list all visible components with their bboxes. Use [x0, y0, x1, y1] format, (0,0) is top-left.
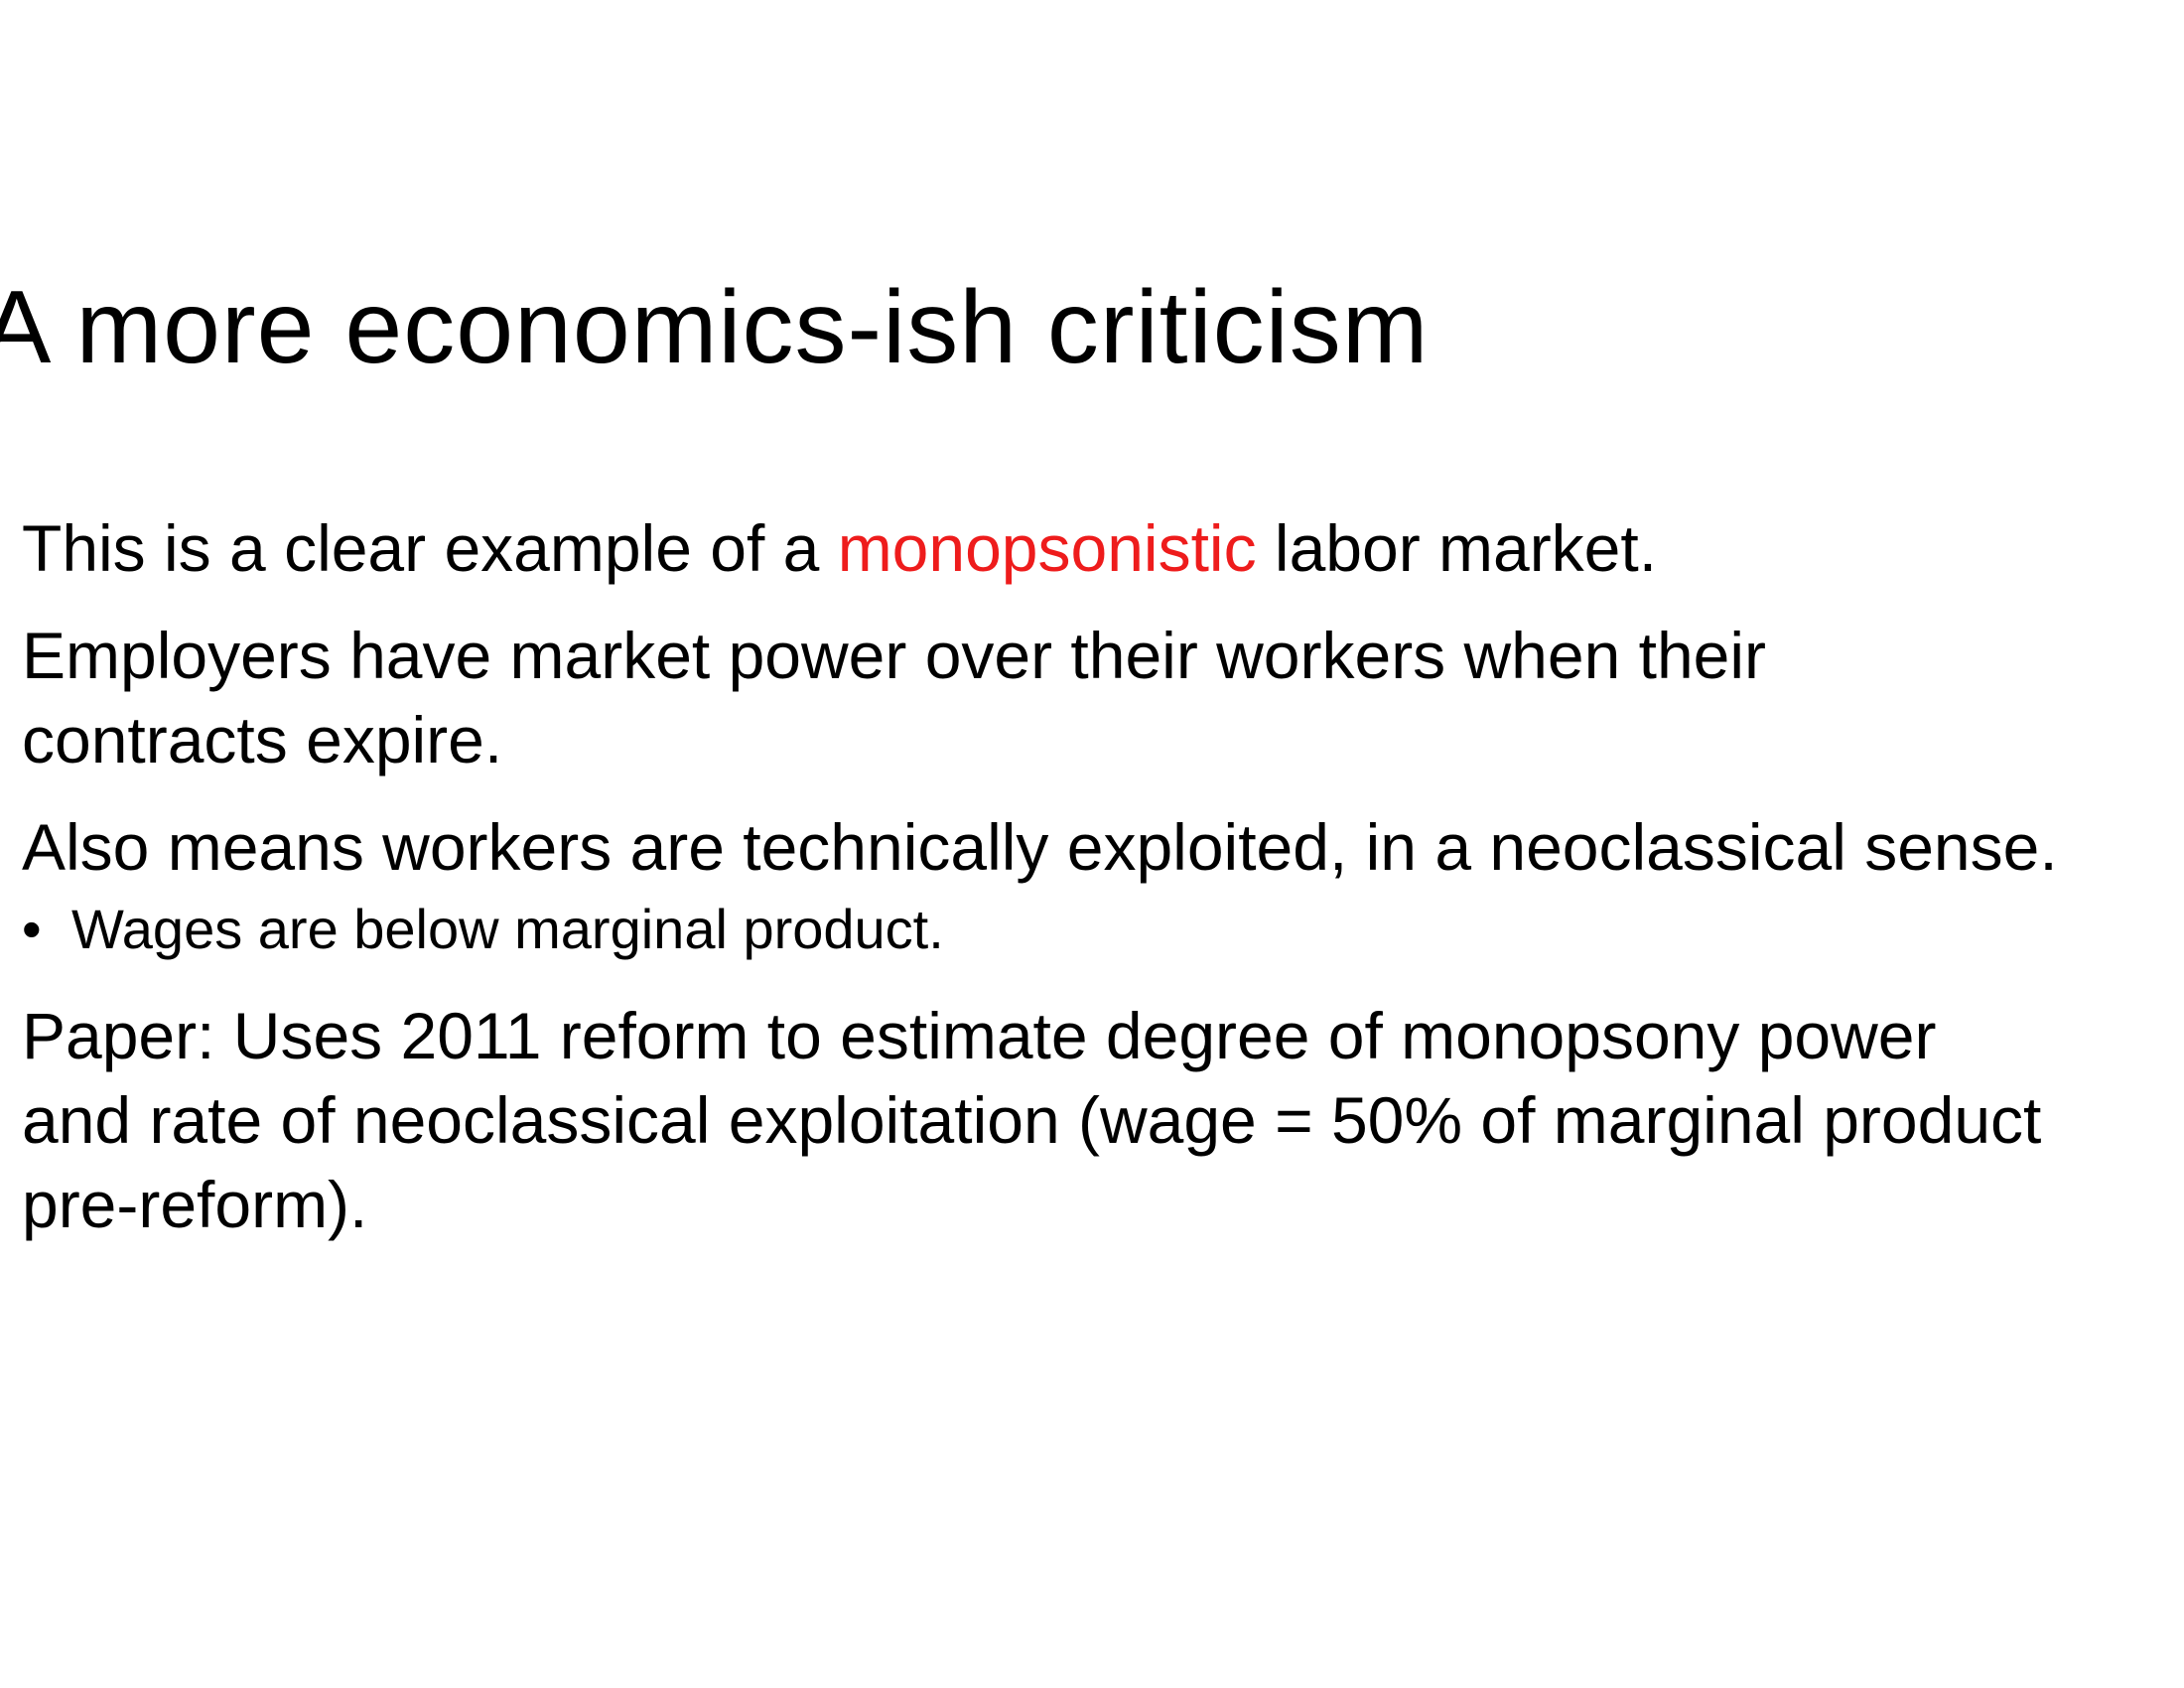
- slide-body: This is a clear example of a monopsonist…: [22, 506, 2184, 1270]
- slide-title: A more economics-ish criticism: [0, 270, 1430, 385]
- paragraph-text: labor market.: [1256, 511, 1658, 585]
- paragraph-paper: Paper: Uses 2011 reform to estimate degr…: [22, 994, 2184, 1247]
- paragraph-text: This is a clear example of a: [22, 511, 838, 585]
- paragraph-line: Employers have market power over their w…: [22, 619, 1767, 692]
- sub-bullet-text: Wages are below marginal product.: [71, 898, 944, 960]
- paragraph-line: pre-reform).: [22, 1168, 368, 1241]
- sub-bullet-item: • Wages are below marginal product.: [22, 895, 2184, 964]
- paragraph-exploitation: Also means workers are technically explo…: [22, 805, 2184, 890]
- paragraph-text: Also means workers are technically explo…: [22, 810, 2058, 884]
- paragraph-line: Paper: Uses 2011 reform to estimate degr…: [22, 999, 1937, 1072]
- highlighted-term: monopsonistic: [837, 511, 1257, 585]
- paragraph-line: and rate of neoclassical exploitation (w…: [22, 1083, 2042, 1157]
- bullet-icon: •: [22, 898, 42, 960]
- paragraph-line: contracts expire.: [22, 703, 503, 776]
- paragraph-monopsonistic: This is a clear example of a monopsonist…: [22, 506, 2184, 591]
- paragraph-market-power: Employers have market power over their w…: [22, 614, 2184, 782]
